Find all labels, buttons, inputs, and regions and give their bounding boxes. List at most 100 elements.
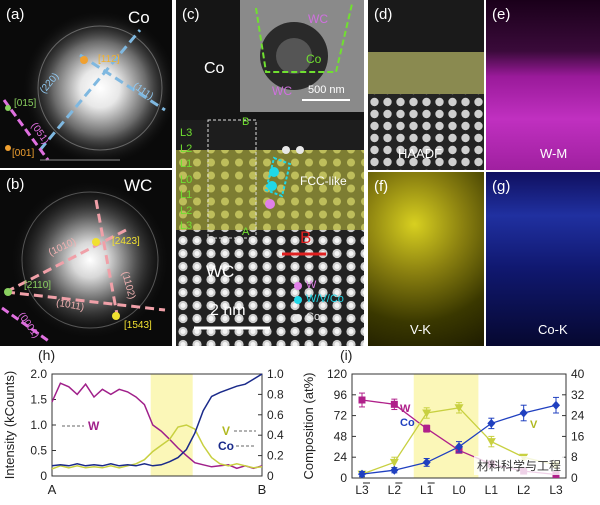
panel-e-label: (e) bbox=[492, 6, 511, 23]
i-y2tick-label: 0 bbox=[571, 471, 578, 485]
i-point-v bbox=[422, 409, 432, 418]
panel-a-svg bbox=[2, 10, 172, 166]
i-point-co bbox=[358, 469, 366, 479]
panel-a-diffraction-co: (a) Co [112] (220) (111) [015] (051) [00… bbox=[0, 0, 172, 168]
idx-015: [015] bbox=[14, 98, 37, 109]
i-plot-frame bbox=[351, 373, 567, 479]
panel-g-label: (g) bbox=[492, 178, 511, 195]
i-y2tick-label: 16 bbox=[571, 429, 585, 443]
panel-c-svg bbox=[176, 0, 364, 346]
layer-l3-top: L3 bbox=[180, 127, 193, 139]
h-series-v bbox=[51, 424, 263, 470]
h-ytick-label: 1.5 bbox=[30, 393, 47, 407]
panel-c-scale: 2 nm bbox=[210, 302, 246, 319]
idx-001: [001] bbox=[12, 148, 35, 159]
panel-c-label: (c) bbox=[182, 6, 200, 23]
i-point-co bbox=[552, 400, 560, 410]
diffraction-glow-b bbox=[10, 180, 170, 340]
panel-d-haadf: (d) HAADF bbox=[368, 0, 484, 170]
i-label-v: V bbox=[530, 419, 538, 431]
i-y2tick-label: 40 bbox=[571, 367, 585, 381]
panel-c-wc: WC bbox=[206, 262, 235, 281]
i-point-co bbox=[455, 442, 463, 452]
panel-d-name: HAADF bbox=[398, 146, 443, 161]
h-series-co bbox=[51, 373, 263, 467]
idx-112: [112] bbox=[98, 54, 120, 65]
i-y2tick-label: 24 bbox=[571, 409, 585, 423]
inset-co: Co bbox=[306, 52, 322, 66]
legend-co: Co bbox=[306, 311, 321, 323]
i-point-v bbox=[389, 458, 399, 467]
panel-g-name: Co-K bbox=[538, 322, 568, 337]
panel-c-co: Co bbox=[204, 60, 225, 77]
h-label-co: Co bbox=[218, 439, 234, 453]
legend-wvco: W/V/Co bbox=[306, 293, 344, 305]
h-y2tick-label: 0.4 bbox=[267, 428, 284, 442]
marker-a: A bbox=[242, 226, 250, 238]
h-y2tick-label: 0.8 bbox=[267, 387, 284, 401]
h-xlabel-b: B bbox=[258, 482, 267, 497]
i-xtick-label: L0 bbox=[452, 483, 466, 497]
panel-f-label: (f) bbox=[374, 178, 389, 195]
i-xtick-label: L1 bbox=[485, 483, 499, 497]
i-label-co: Co bbox=[400, 417, 415, 429]
i-point-w bbox=[390, 400, 398, 408]
i-point-v bbox=[454, 404, 464, 413]
panel-d-svg bbox=[368, 0, 484, 170]
h-ytick-label: 1.0 bbox=[30, 418, 47, 432]
idx-2423: [2423] bbox=[112, 236, 140, 247]
layer-l1-top: L1 bbox=[180, 158, 193, 170]
panel-g-co-map: (g) Co-K bbox=[486, 172, 600, 346]
i-point-w bbox=[358, 396, 366, 404]
panel-e-w-map: (e) W-M bbox=[486, 0, 600, 170]
panel-e-name: W-M bbox=[540, 146, 568, 161]
panel-b-diffraction-wc: (b) WC (1010) [2423] [2110] (1011) (1102… bbox=[0, 170, 172, 346]
legend-w: W bbox=[306, 279, 317, 291]
h-ytick-label: 0.5 bbox=[30, 444, 47, 458]
inset-scale: 500 nm bbox=[308, 84, 345, 96]
layer-l2-top: L2 bbox=[180, 142, 193, 155]
i-ytick-label: 96 bbox=[334, 388, 348, 402]
i-ytick-label: 120 bbox=[327, 367, 347, 381]
i-point-v bbox=[486, 438, 496, 447]
i-point-co bbox=[519, 408, 528, 418]
i-ytick-label: 24 bbox=[334, 450, 348, 464]
i-y2tick-label: 8 bbox=[571, 450, 578, 464]
h-label-v: V bbox=[222, 424, 230, 438]
panel-b-label: (b) bbox=[6, 176, 25, 193]
watermark: 材料科学与工程 bbox=[474, 456, 565, 475]
i-xtick-label: L3 bbox=[355, 483, 369, 497]
fcc-like: FCC-like bbox=[300, 174, 347, 188]
h-ytick-label: 2.0 bbox=[30, 367, 47, 381]
h-ytick-label: 0 bbox=[40, 469, 47, 483]
h-panel-label: (h) bbox=[38, 348, 55, 363]
inset-wc-bottom: WC bbox=[272, 84, 292, 98]
layer-l3-bot: L3 bbox=[180, 220, 193, 232]
idx-2110: [2110] bbox=[24, 280, 52, 291]
panel-f-v-map: (f) V-K bbox=[368, 172, 484, 346]
layer-labels: L3 L2 L1 L0 L1 L2 L3 bbox=[180, 126, 192, 235]
panel-b-svg bbox=[1, 180, 170, 344]
layer-l1-bot: L1 bbox=[180, 189, 193, 201]
i-point-w bbox=[423, 425, 431, 433]
marker-b-top: B bbox=[242, 116, 250, 128]
h-y2tick-label: 0.6 bbox=[267, 408, 284, 422]
i-xtick-label: L3 bbox=[549, 483, 563, 497]
panel-b-element: WC bbox=[124, 176, 153, 195]
panel-f-name: V-K bbox=[410, 322, 431, 337]
i-point-co bbox=[390, 465, 399, 475]
h-label-w: W bbox=[88, 419, 100, 433]
idx-1543: [1543] bbox=[124, 320, 152, 331]
i-point-co bbox=[487, 418, 496, 428]
h-y2tick-label: 0.2 bbox=[267, 449, 284, 463]
panel-c-haadf-interface: (c) Co WC Co WC 500 nm L3 L2 L1 L0 L1 L2… bbox=[176, 0, 364, 346]
i-y2tick-label: 32 bbox=[571, 388, 585, 402]
i-panel-label: (i) bbox=[340, 348, 352, 363]
h-y2tick-label: 0 bbox=[267, 469, 274, 483]
h-xlabel-a: A bbox=[48, 482, 57, 497]
i-ylabel: Composition (at%) bbox=[301, 373, 316, 480]
i-ytick-label: 0 bbox=[340, 471, 347, 485]
i-ytick-label: 48 bbox=[334, 429, 348, 443]
h-y2tick-label: 1.0 bbox=[267, 367, 284, 381]
panel-a-label: (a) bbox=[6, 6, 25, 23]
